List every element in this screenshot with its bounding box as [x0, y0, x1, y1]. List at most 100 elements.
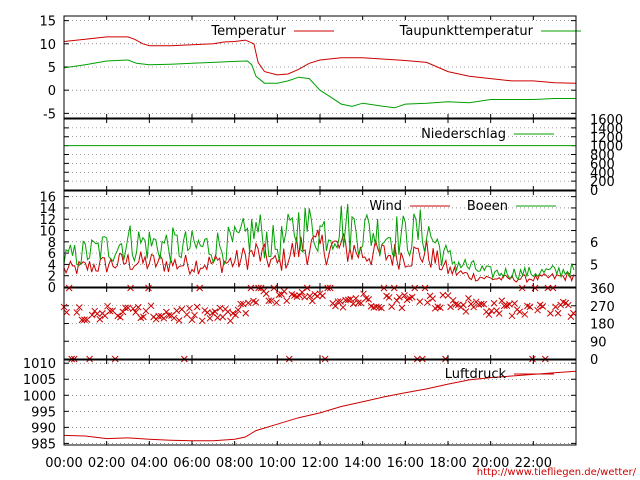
direction-marker — [122, 304, 129, 312]
y-tick-label: 15 — [39, 15, 56, 30]
x-axis: 00:00 02:00 04:00 06:00 08:00 10:00 12:00 14:00… — [45, 456, 552, 471]
direction-marker — [436, 304, 444, 312]
source-url[interactable]: http://www.tiefliegen.de/wetter/ — [477, 467, 637, 478]
panel-frame — [63, 15, 577, 119]
direction-marker — [283, 297, 291, 305]
direction-marker — [239, 300, 247, 308]
direction-marker — [480, 300, 488, 308]
direction-marker — [526, 303, 534, 311]
y-tick-label: 10 — [39, 225, 56, 240]
direction-marker — [163, 308, 170, 316]
direction-marker — [232, 311, 239, 319]
direction-marker — [63, 309, 70, 316]
direction-marker — [372, 303, 380, 311]
y2-tick-label: 6 — [590, 236, 598, 251]
panel-temperature: -5 0 5 10 15 Temperatur Taupunkttemperatur — [39, 15, 581, 122]
y-tick-label: -5 — [43, 107, 56, 122]
direction-marker — [273, 299, 280, 307]
direction-marker — [424, 299, 431, 306]
direction-marker — [234, 306, 242, 314]
direction-marker — [78, 316, 86, 324]
direction-marker — [516, 308, 524, 316]
x-tick-label: 00:00 — [45, 456, 82, 471]
direction-marker — [470, 303, 477, 311]
direction-marker — [401, 292, 408, 299]
direction-marker — [447, 303, 454, 311]
direction-marker — [262, 290, 270, 298]
y-tick-label: 800 — [590, 149, 615, 164]
direction-marker — [268, 297, 275, 304]
direction-marker — [132, 308, 140, 316]
direction-marker — [183, 311, 191, 318]
series-line-boeen — [63, 203, 575, 281]
direction-marker — [360, 290, 367, 298]
direction-marker — [73, 309, 81, 316]
y-tick-label: 10 — [39, 38, 56, 53]
legend-label: Luftdruck — [445, 367, 507, 382]
y-tick-label: 0 — [590, 353, 598, 368]
direction-marker — [339, 303, 347, 311]
y-tick-label: 16 — [39, 191, 56, 206]
y-tick-label: 985 — [31, 437, 56, 452]
direction-marker — [142, 307, 150, 315]
direction-marker — [388, 303, 396, 310]
direction-marker — [188, 316, 196, 324]
direction-marker — [477, 300, 485, 308]
y-tick-label: 0 — [590, 184, 598, 199]
direction-marker — [129, 305, 137, 313]
y-tick-label: 0 — [48, 281, 56, 296]
y-tick-label: 1400 — [590, 122, 623, 137]
direction-marker — [452, 301, 460, 308]
series-line-luftdruck — [63, 370, 577, 442]
y-tick-label: 360 — [590, 282, 615, 297]
direction-marker — [88, 311, 96, 319]
direction-marker — [186, 304, 193, 312]
panel-frame — [63, 190, 577, 288]
direction-marker — [155, 312, 163, 320]
y-tick-label: 0 — [48, 84, 56, 99]
direction-marker — [355, 299, 362, 307]
x-tick-label: 02:00 — [88, 456, 125, 471]
legend-label: Niederschlag — [421, 127, 506, 142]
direction-marker — [539, 303, 547, 310]
x-tick-label: 12:00 — [301, 456, 338, 471]
y2-tick-label: 5 — [590, 258, 598, 273]
direction-marker — [567, 313, 575, 320]
direction-marker — [378, 304, 385, 312]
y-tick-label: 600 — [590, 157, 615, 172]
y-tick-label: 400 — [590, 166, 615, 181]
y-tick-label: 1600 — [590, 113, 623, 128]
direction-marker — [396, 293, 403, 301]
direction-marker — [81, 316, 88, 324]
x-tick-label: 20:00 — [472, 456, 509, 471]
direction-marker — [219, 313, 227, 321]
direction-marker — [462, 308, 470, 315]
panel-wind-direction: 0 90 180 270 360 — [60, 282, 615, 368]
direction-marker — [134, 303, 142, 311]
direction-marker — [393, 297, 401, 304]
direction-marker — [198, 317, 206, 325]
direction-marker — [216, 304, 224, 312]
direction-marker — [570, 309, 577, 317]
direction-marker — [93, 310, 101, 318]
y-tick-label: 6 — [48, 247, 56, 262]
direction-marker — [344, 296, 352, 304]
direction-marker — [552, 303, 559, 311]
direction-marker — [511, 300, 518, 307]
direction-marker — [408, 293, 416, 301]
direction-marker — [460, 301, 467, 309]
direction-marker — [485, 311, 493, 319]
series-line-taupunkttemperatur — [63, 59, 576, 109]
direction-marker — [342, 296, 349, 304]
direction-marker — [465, 295, 472, 302]
direction-marker — [521, 311, 529, 318]
y-tick-label: 1010 — [23, 357, 56, 372]
direction-marker — [106, 307, 114, 315]
direction-marker — [370, 304, 378, 311]
series-line-temperatur — [63, 36, 577, 84]
legend-label: Wind — [369, 199, 402, 214]
y-tick-label: 4 — [48, 258, 56, 273]
direction-marker — [280, 288, 288, 295]
direction-marker — [275, 291, 283, 299]
